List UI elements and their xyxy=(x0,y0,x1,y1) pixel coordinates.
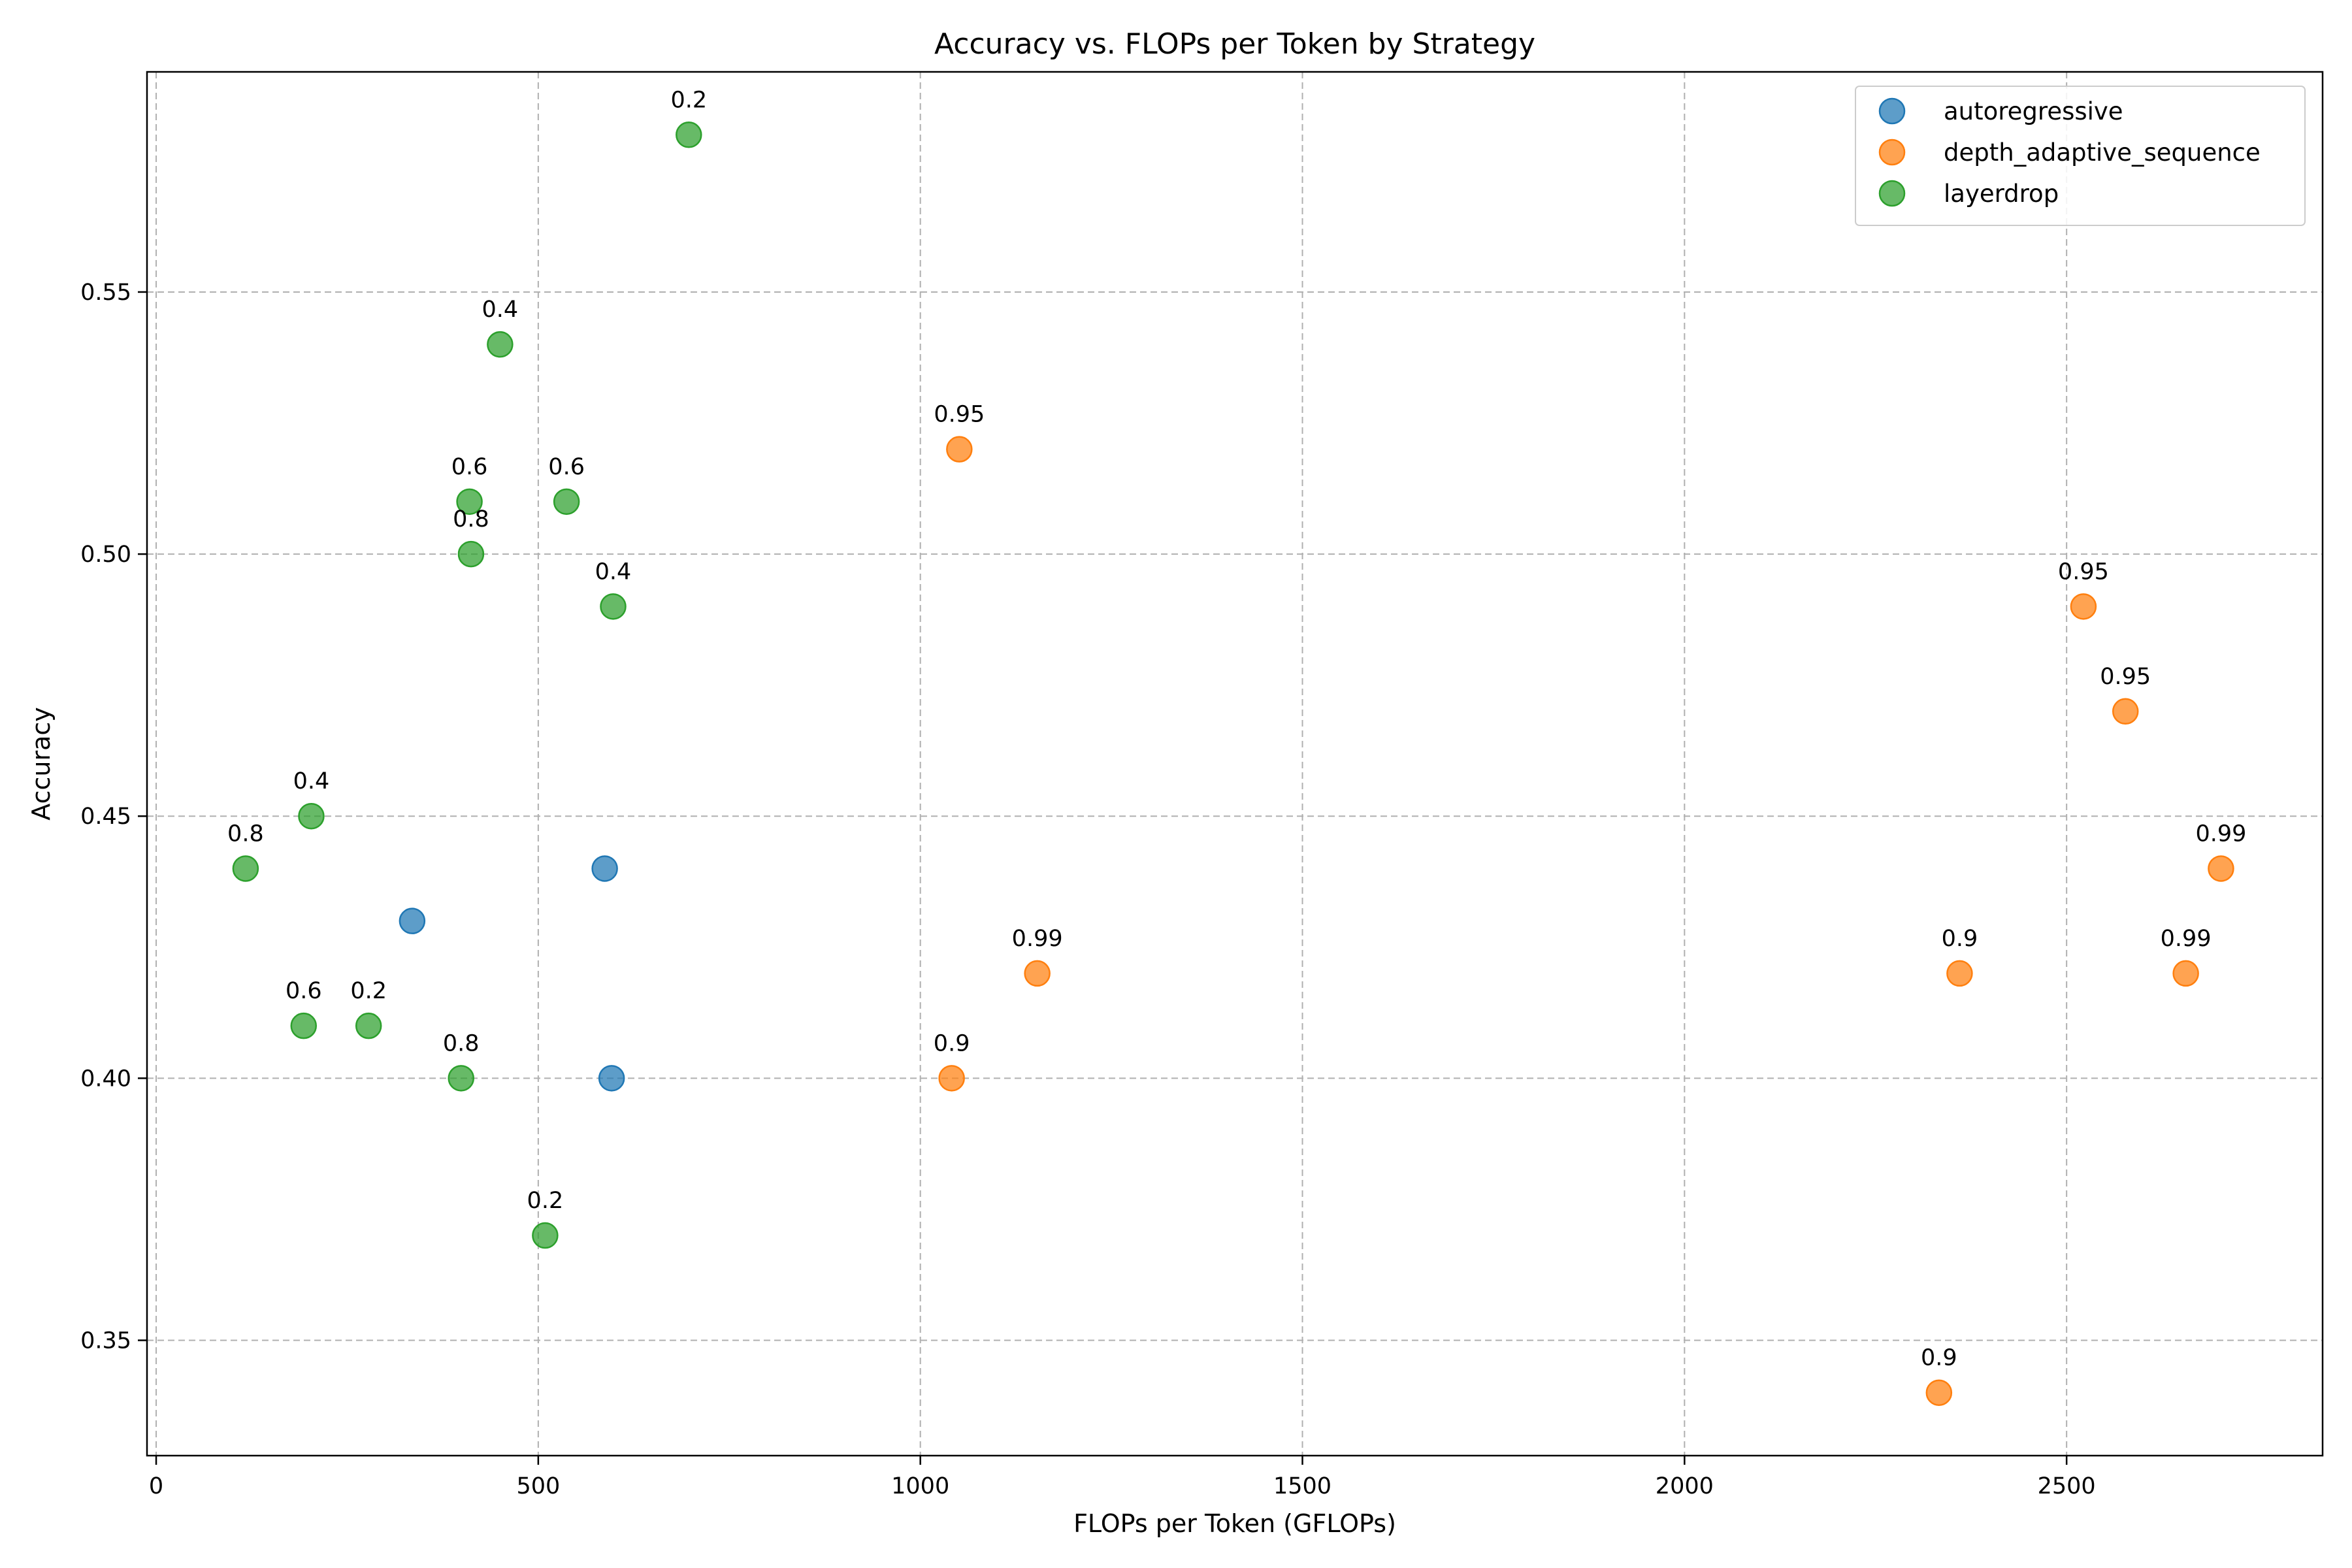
axis-ticks: 0 500 1000 1500 2000 2500 0.35 0.40 0.45 0.50 0.55 xyxy=(80,280,2096,1499)
x-tick-label: 500 xyxy=(516,1473,560,1499)
data-point-depth_adaptive_sequence xyxy=(2208,855,2234,882)
data-point-layerdrop xyxy=(532,1222,559,1249)
x-tick-label: 2500 xyxy=(2038,1473,2096,1499)
data-point-layerdrop xyxy=(232,855,259,882)
data-point-layerdrop xyxy=(676,122,702,148)
data-point-autoregressive xyxy=(399,907,426,934)
data-point-layerdrop xyxy=(355,1012,382,1039)
data-point-layerdrop xyxy=(600,593,627,620)
data-point-depth_adaptive_sequence xyxy=(1024,960,1051,987)
point-label: 0.99 xyxy=(1012,926,1063,952)
point-label: 0.8 xyxy=(453,506,489,532)
data-point-layerdrop xyxy=(457,540,485,568)
data-point-layerdrop xyxy=(290,1012,318,1039)
legend-label-layerdrop: layerdrop xyxy=(1944,180,2059,208)
point-label: 0.6 xyxy=(548,454,585,480)
legend: autoregressive depth_adaptive_sequencelay… xyxy=(1855,86,2306,226)
data-point-depth_adaptive_sequence xyxy=(2070,593,2097,620)
y-tick-label: 0.45 xyxy=(80,804,131,830)
data-point-layerdrop xyxy=(298,802,325,830)
data-point-autoregressive xyxy=(591,855,618,882)
point-label: 0.8 xyxy=(443,1030,480,1056)
x-tick-label: 0 xyxy=(149,1473,163,1499)
x-tick-label: 2000 xyxy=(1656,1473,1714,1499)
legend-label-autoregressive: autoregressive xyxy=(1944,97,2123,125)
data-point-depth_adaptive_sequence xyxy=(1925,1379,1953,1406)
y-axis-label: Accuracy xyxy=(27,707,56,821)
y-tick-label: 0.35 xyxy=(80,1328,131,1354)
point-label: 0.2 xyxy=(527,1188,564,1214)
data-point-depth_adaptive_sequence xyxy=(946,436,973,463)
point-label: 0.4 xyxy=(482,297,519,323)
plot-area-frame xyxy=(146,71,2324,1457)
legend-marker-layerdrop xyxy=(1878,180,1906,207)
y-tick-label: 0.40 xyxy=(80,1066,131,1092)
data-point-layerdrop xyxy=(456,488,483,515)
point-label: 0.99 xyxy=(2195,821,2246,847)
data-point-depth_adaptive_sequence xyxy=(2172,960,2199,987)
data-points xyxy=(232,122,2234,1406)
x-axis-label: FLOPs per Token (GFLOPs) xyxy=(1073,1509,1396,1538)
point-label: 0.95 xyxy=(2058,559,2109,585)
data-point-autoregressive xyxy=(598,1065,625,1092)
point-label: 0.8 xyxy=(227,821,264,847)
point-label: 0.2 xyxy=(670,87,707,113)
data-point-depth_adaptive_sequence xyxy=(2112,698,2139,725)
data-point-layerdrop xyxy=(448,1065,474,1092)
point-label: 0.4 xyxy=(595,559,632,585)
point-label: 0.6 xyxy=(286,978,322,1004)
legend-marker-depth_adaptive_sequence xyxy=(1878,139,1906,166)
point-label: 0.95 xyxy=(2100,664,2151,690)
legend-box xyxy=(1855,86,2306,226)
data-point-depth_adaptive_sequence xyxy=(938,1065,965,1092)
point-labels: 0.95 0.99 0.9 0.9 0.9 0.95 0.95 0.99 0.99 0.2 0.4 0… xyxy=(227,87,2246,1371)
y-tick-label: 0.55 xyxy=(80,280,131,306)
chart-title: Accuracy vs. FLOPs per Token by Strategy xyxy=(934,27,1535,61)
point-label: 0.6 xyxy=(451,454,488,480)
point-label: 0.9 xyxy=(1942,926,1978,952)
point-label: 0.2 xyxy=(350,978,387,1004)
x-tick-label: 1000 xyxy=(891,1473,949,1499)
x-tick-label: 1500 xyxy=(1273,1473,1331,1499)
point-label: 0.99 xyxy=(2161,926,2212,952)
data-point-layerdrop xyxy=(553,488,580,515)
point-label: 0.9 xyxy=(934,1030,970,1056)
y-tick-label: 0.50 xyxy=(80,542,131,568)
data-point-depth_adaptive_sequence xyxy=(1946,960,1973,987)
point-label: 0.4 xyxy=(293,768,330,794)
point-label: 0.9 xyxy=(1921,1345,1957,1371)
grid-lines xyxy=(147,72,2323,1456)
point-label: 0.95 xyxy=(934,402,985,428)
legend-marker-autoregressive xyxy=(1878,97,1906,125)
legend-label-depth_adaptive_sequence: depth_adaptive_sequence xyxy=(1944,139,2261,167)
data-point-layerdrop xyxy=(487,331,514,358)
